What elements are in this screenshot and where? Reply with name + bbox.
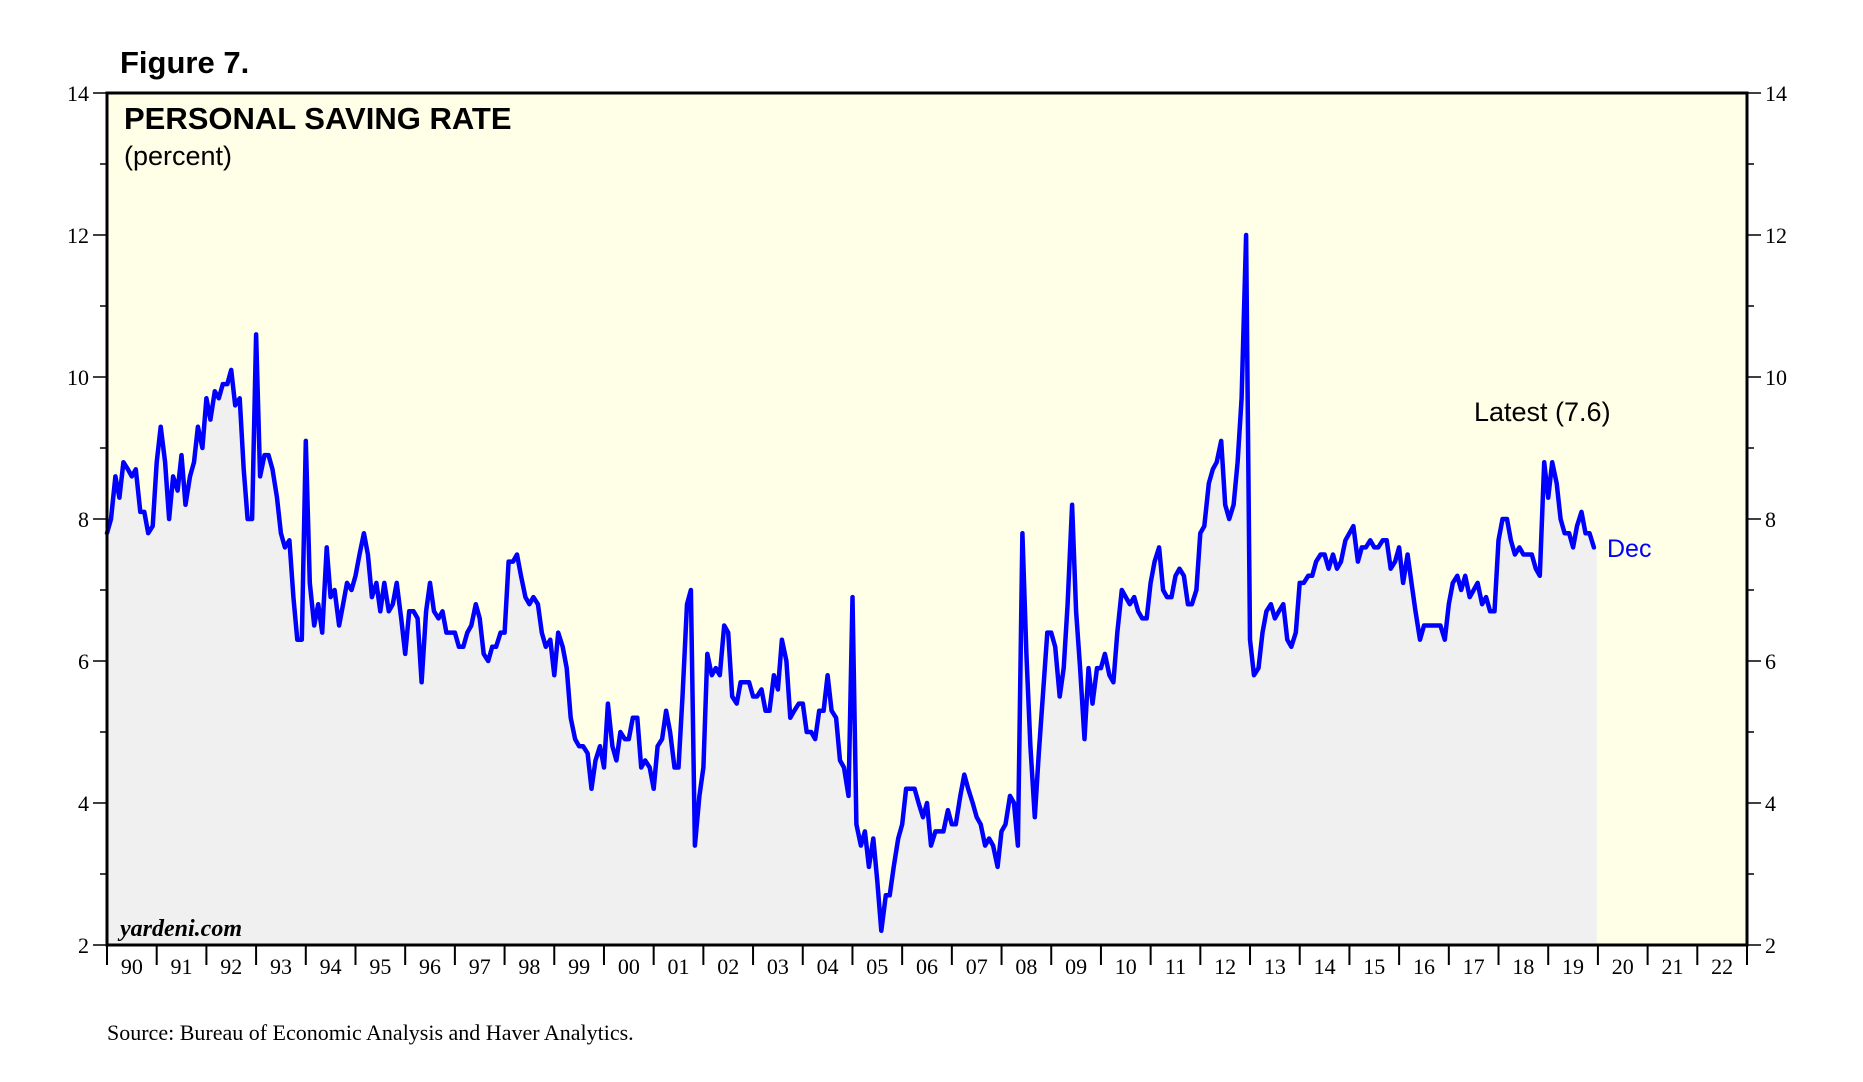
x-tick-label: 98 bbox=[518, 954, 540, 979]
y-tick-label-right: 8 bbox=[1765, 507, 1776, 532]
x-tick-label: 94 bbox=[320, 954, 342, 979]
x-tick-label: 90 bbox=[121, 954, 143, 979]
x-tick-label: 95 bbox=[369, 954, 391, 979]
x-tick-label: 01 bbox=[668, 954, 690, 979]
x-tick-label: 13 bbox=[1264, 954, 1286, 979]
x-tick-label: 16 bbox=[1413, 954, 1435, 979]
y-tick-label-left: 8 bbox=[78, 507, 89, 532]
y-tick-label-left: 14 bbox=[67, 81, 89, 106]
x-tick-label: 22 bbox=[1711, 954, 1733, 979]
y-tick-label-left: 6 bbox=[78, 649, 89, 674]
y-tick-label-right: 14 bbox=[1765, 81, 1787, 106]
x-tick-label: 92 bbox=[220, 954, 242, 979]
watermark: yardeni.com bbox=[117, 916, 242, 942]
source-note: Source: Bureau of Economic Analysis and … bbox=[107, 1020, 634, 1045]
x-tick-label: 11 bbox=[1165, 954, 1186, 979]
x-tick-label: 02 bbox=[717, 954, 739, 979]
x-tick-label: 99 bbox=[568, 954, 590, 979]
x-tick-label: 96 bbox=[419, 954, 441, 979]
x-tick-label: 93 bbox=[270, 954, 292, 979]
chart-title: PERSONAL SAVING RATE bbox=[124, 101, 512, 136]
y-tick-label-right: 10 bbox=[1765, 365, 1787, 390]
x-tick-label: 21 bbox=[1661, 954, 1683, 979]
x-tick-label: 06 bbox=[916, 954, 938, 979]
plot-frame bbox=[105, 91, 1749, 947]
x-tick-label: 04 bbox=[817, 954, 839, 979]
y-tick-label-right: 4 bbox=[1765, 791, 1776, 816]
x-tick-label: 97 bbox=[469, 954, 491, 979]
x-tick-label: 14 bbox=[1314, 954, 1336, 979]
x-tick-label: 08 bbox=[1015, 954, 1037, 979]
x-axis-labels: 90 91 92 93 94 95 96 97 98 99 00 01 02 03 04 05 06 07 08 09… bbox=[121, 954, 1733, 979]
y-tick-label-left: 4 bbox=[78, 791, 89, 816]
x-tick-label: 20 bbox=[1612, 954, 1634, 979]
y-axis-right-labels: 2 4 6 8 10 12 14 bbox=[1765, 81, 1787, 958]
x-tick-label: 15 bbox=[1363, 954, 1385, 979]
x-tick-label: 91 bbox=[171, 954, 193, 979]
x-tick-label: 09 bbox=[1065, 954, 1087, 979]
x-tick-marks bbox=[106, 945, 1748, 965]
y-tick-label-left: 10 bbox=[67, 365, 89, 390]
x-tick-label: 10 bbox=[1115, 954, 1137, 979]
figure-label: Figure 7. bbox=[120, 45, 249, 80]
x-tick-label: 00 bbox=[618, 954, 640, 979]
x-tick-label: 19 bbox=[1562, 954, 1584, 979]
x-tick-label: 18 bbox=[1512, 954, 1534, 979]
y-tick-label-right: 6 bbox=[1765, 649, 1776, 674]
series-area bbox=[107, 235, 1597, 945]
x-tick-label: 05 bbox=[866, 954, 888, 979]
x-tick-label: 17 bbox=[1463, 954, 1485, 979]
x-tick-label: 07 bbox=[966, 954, 988, 979]
y-tick-label-right: 2 bbox=[1765, 933, 1776, 958]
x-tick-label: 12 bbox=[1214, 954, 1236, 979]
y-tick-label-right: 12 bbox=[1765, 223, 1787, 248]
chart-subtitle: (percent) bbox=[124, 141, 232, 171]
y-axis-left-labels: 2 4 6 8 10 12 14 bbox=[67, 81, 89, 958]
latest-month-label: Dec bbox=[1607, 535, 1651, 563]
latest-value-label: Latest (7.6) bbox=[1474, 397, 1611, 427]
y-tick-label-left: 12 bbox=[67, 223, 89, 248]
series-line bbox=[104, 232, 1597, 934]
y-tick-label-left: 2 bbox=[78, 933, 89, 958]
x-tick-label: 03 bbox=[767, 954, 789, 979]
